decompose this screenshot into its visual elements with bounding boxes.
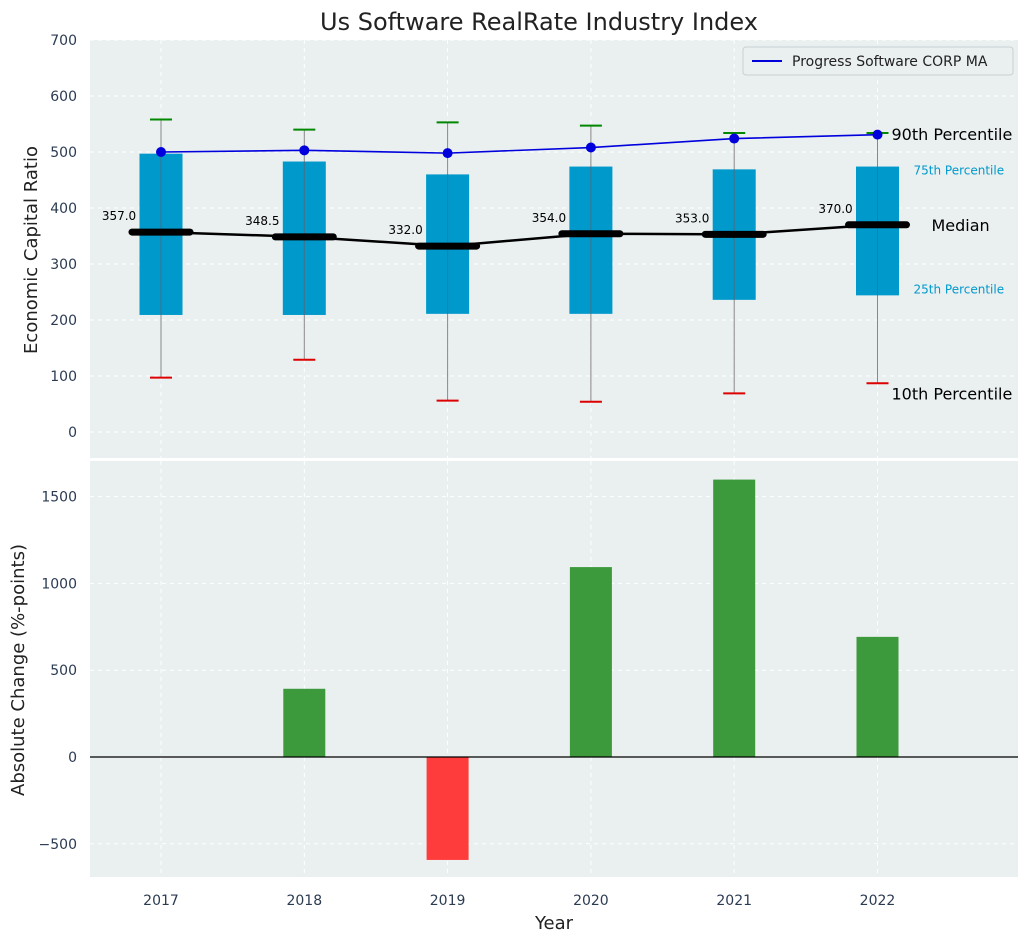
company-point-2022 xyxy=(872,129,883,140)
median-value-label-2017: 357.0 xyxy=(102,209,136,223)
change-bar-2018 xyxy=(283,688,326,757)
company-line xyxy=(160,133,878,154)
x-tick-label-2021: 2021 xyxy=(716,893,752,909)
top-y-tick-label: 600 xyxy=(50,89,77,105)
top-y-ticks: 0 100 200 300 400 500 600 700 xyxy=(50,33,77,441)
legend-box xyxy=(742,46,1014,76)
legend-label-progress-software: Progress Software CORP MA xyxy=(792,54,988,70)
top-y-tick-label: 500 xyxy=(50,145,77,161)
median-value-label-2020: 354.0 xyxy=(532,211,566,225)
x-tick-label-2018: 2018 xyxy=(286,893,322,909)
x-tick-label-2019: 2019 xyxy=(430,893,466,909)
change-bar-2020 xyxy=(569,567,612,757)
company-point-2017 xyxy=(156,147,166,157)
bottom-y-tick-label: 500 xyxy=(50,663,77,679)
change-bar-2019 xyxy=(426,757,469,860)
top-y-tick-label: 200 xyxy=(50,313,77,329)
top-plot-marks: 357.0 348.5 332.0 354.0 353.0 370.0 90th Perce… xyxy=(102,118,1013,403)
chart-title: Us Software RealRate Industry Index xyxy=(320,8,758,36)
annotation-75th-percentile: 75th Percentile xyxy=(914,164,1005,178)
annotation-90th-percentile: 90th Percentile xyxy=(892,125,1013,144)
annotation-25th-percentile: 25th Percentile xyxy=(914,282,1005,296)
x-axis-label: Year xyxy=(534,913,574,934)
bottom-plot-marks xyxy=(90,479,1018,860)
top-y-tick-label: 300 xyxy=(50,257,77,273)
bottom-y-axis-label: Absolute Change (%-points) xyxy=(8,544,29,796)
x-ticks: 2017 2018 2019 2020 2021 2022 xyxy=(143,893,895,909)
x-tick-label-2020: 2020 xyxy=(573,893,609,909)
top-y-tick-label: 700 xyxy=(50,33,77,49)
bottom-y-tick-label: 0 xyxy=(68,750,77,766)
change-bar-2022 xyxy=(856,636,899,757)
bottom-y-tick-label: −500 xyxy=(39,837,77,853)
top-y-tick-label: 400 xyxy=(50,201,77,217)
top-y-tick-label: 0 xyxy=(68,425,77,441)
bottom-y-ticks: −500 0 500 1000 1500 xyxy=(39,490,77,853)
top-y-tick-label: 100 xyxy=(50,369,77,385)
company-point-2018 xyxy=(299,145,310,156)
median-value-label-2022: 370.0 xyxy=(818,202,852,216)
company-point-2020 xyxy=(585,142,596,153)
median-value-label-2019: 332.0 xyxy=(388,223,422,237)
annotation-10th-percentile: 10th Percentile xyxy=(892,384,1013,403)
company-point-2021 xyxy=(729,133,740,144)
top-y-axis-label: Economic Capital Ratio xyxy=(21,146,42,354)
x-tick-label-2017: 2017 xyxy=(143,893,179,909)
bottom-y-tick-label: 1000 xyxy=(41,576,77,592)
median-value-label-2021: 353.0 xyxy=(675,211,709,225)
change-bar-2021 xyxy=(713,479,756,757)
x-tick-label-2022: 2022 xyxy=(860,893,896,909)
annotation-median: Median xyxy=(932,216,990,235)
median-value-label-2018: 348.5 xyxy=(245,214,279,228)
legend: Progress Software CORP MA xyxy=(742,46,1014,76)
bottom-y-tick-label: 1500 xyxy=(41,490,77,506)
company-point-2019 xyxy=(442,148,453,159)
